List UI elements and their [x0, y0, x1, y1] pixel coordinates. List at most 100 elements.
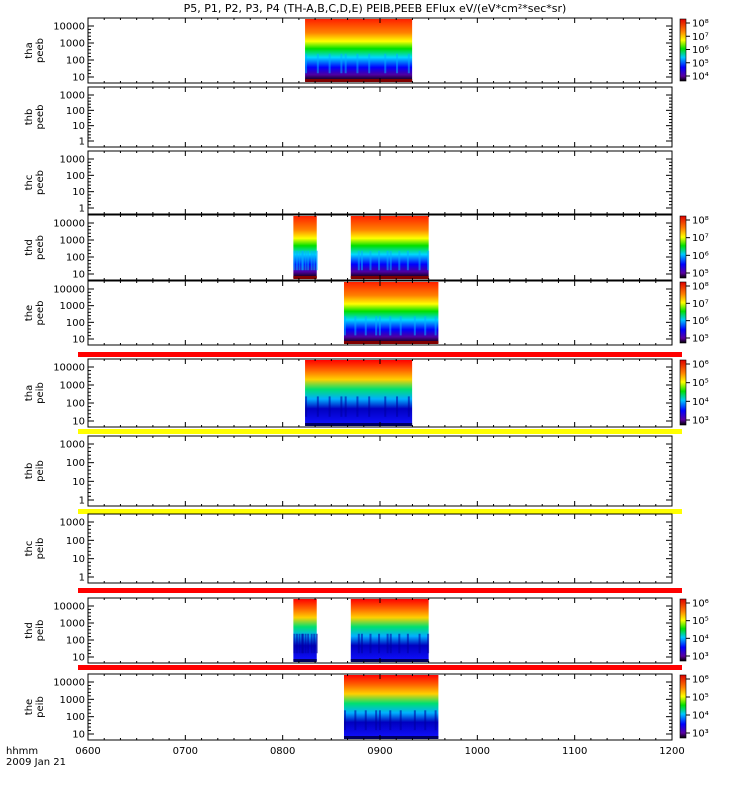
panel-probe-label: thb	[24, 109, 35, 126]
spectrogram-texture	[295, 633, 298, 654]
spectrogram-texture	[364, 316, 367, 336]
low-energy-strip	[343, 736, 439, 739]
spectrogram-texture	[295, 250, 298, 271]
y-tick-label: 10	[72, 417, 85, 428]
y-tick-label: 10	[72, 335, 85, 346]
y-tick-label: 1000	[60, 695, 85, 706]
colorbar-label: 10⁶	[692, 360, 709, 371]
spectrogram-texture	[307, 633, 310, 654]
y-tick-label: 10	[72, 73, 85, 84]
panel-thb-peeb: 1000 100 10 1 thb peeb	[24, 86, 673, 148]
panel-probe-label: thd	[24, 239, 35, 256]
spectrogram-texture	[407, 396, 410, 417]
spectrogram-texture	[313, 250, 316, 271]
x-tick-label: 1200	[659, 746, 684, 757]
panel-thc-peeb: 1000 100 10 1 thc peeb	[24, 150, 673, 215]
panel-probe-label: tha	[24, 385, 35, 401]
spectrogram-texture	[413, 316, 416, 336]
y-tick-label: 10000	[53, 22, 85, 33]
y-tick-label: 1000	[60, 381, 85, 392]
y-tick-label: 100	[66, 171, 85, 182]
spectrogram-texture	[406, 633, 409, 654]
spectrogram-texture	[356, 396, 359, 417]
y-tick-label: 100	[66, 636, 85, 647]
spectrogram-texture	[301, 250, 304, 271]
spectrogram-texture	[304, 633, 307, 654]
spectrogram-texture	[305, 53, 308, 74]
x-tick-label: 0900	[367, 746, 392, 757]
panel-the-peeb: 10000 1000 100 10 the peeb 10⁸ 10⁷ 10⁶ 10⁵	[24, 280, 709, 346]
y-tick-label: 1	[79, 573, 85, 584]
spectrogram-texture	[293, 633, 296, 654]
y-tick-label: 100	[66, 56, 85, 67]
low-energy-strip	[293, 276, 317, 279]
y-tick-label: 10	[72, 477, 85, 488]
y-tick-label: 10000	[53, 602, 85, 613]
spectrogram-texture	[406, 250, 409, 271]
y-tick-label: 100	[66, 106, 85, 117]
panel-frame	[87, 513, 673, 584]
spectrogram-texture	[315, 633, 318, 654]
colorbar-label: 10³	[692, 416, 709, 427]
colorbar-label: 10⁸	[692, 216, 709, 227]
spectrogram-texture	[343, 316, 346, 336]
y-tick-label: 10	[72, 554, 85, 565]
figure-title: P5, P1, P2, P3, P4 (TH-A,B,C,D,E) PEIB,P…	[183, 2, 567, 15]
colorbar	[679, 281, 687, 344]
spectrogram-texture	[375, 710, 378, 731]
panel-product-label: peeb	[35, 38, 46, 63]
colorbar-label: 10⁵	[692, 334, 709, 345]
spectrogram-texture	[340, 53, 343, 74]
y-tick-label: 10000	[53, 678, 85, 689]
colorbar-label: 10⁷	[692, 299, 709, 310]
colorbar	[679, 598, 687, 662]
flag-bar-1	[78, 352, 682, 357]
panel-thd-peeb: 10000 1000 100 10 thd peeb 10⁸ 10⁷ 10⁶ 10⁵	[24, 214, 709, 281]
spectrogram-texture	[301, 633, 304, 654]
spectrogram-texture	[293, 250, 296, 271]
panel-product-label: peeb	[35, 235, 46, 260]
y-tick-label: 10	[72, 653, 85, 664]
spectrogram-texture	[389, 250, 392, 271]
spectrogram-texture	[368, 53, 371, 74]
low-energy-strip	[305, 423, 413, 426]
spectrogram-texture	[360, 250, 363, 271]
spectrogram-texture	[360, 633, 363, 654]
spectrogram-texture	[413, 710, 416, 731]
panel-product-label: peib	[35, 620, 46, 642]
spectrogram-texture	[305, 396, 308, 417]
spectrogram-texture	[375, 316, 378, 336]
y-tick-label: 100	[66, 318, 85, 329]
flag-bar-2	[78, 429, 682, 434]
x-axis-date-label: 2009 Jan 21	[6, 757, 66, 768]
y-tick-label: 1000	[60, 440, 85, 451]
panel-product-label: peib	[35, 460, 46, 482]
flag-bar-3	[78, 509, 682, 514]
y-tick-label: 100	[66, 458, 85, 469]
y-tick-label: 1000	[60, 518, 85, 529]
colorbar-label: 10³	[692, 729, 709, 740]
panel-the-peib: 10000 1000 100 10 the peib 10⁶ 10⁵ 10⁴ 10³	[24, 673, 709, 741]
spectrogram-texture	[310, 250, 313, 271]
spectrogram-texture	[310, 633, 313, 654]
panel-product-label: peib	[35, 382, 46, 404]
panel-thd-peib: 10000 1000 100 10 thd peib 10⁶ 10⁵ 10⁴ 10³	[24, 597, 709, 664]
panel-tha-peeb: 10000 1000 100 10 tha peeb 10⁸ 10⁷ 10⁶ 10⁵ 10⁴	[24, 17, 709, 84]
panel-frame	[87, 150, 673, 215]
panel-frame	[87, 435, 673, 507]
spectrogram-texture	[398, 250, 401, 271]
panel-probe-label: the	[24, 305, 35, 321]
y-tick-label: 10000	[53, 285, 85, 296]
y-tick-label: 1000	[60, 236, 85, 247]
panel-thb-peib: 1000 100 10 1 thb peib	[24, 435, 673, 507]
spectrogram-texture	[357, 250, 360, 271]
spectrogram-texture	[434, 710, 437, 731]
panel-product-label: peib	[35, 538, 46, 560]
y-tick-label: 10	[72, 730, 85, 741]
spectrogram-texture	[340, 396, 343, 417]
spectrogram-texture	[354, 710, 357, 731]
colorbar-label: 10⁶	[692, 251, 709, 262]
y-tick-label: 10	[72, 270, 85, 281]
spectrogram-texture	[354, 316, 357, 336]
